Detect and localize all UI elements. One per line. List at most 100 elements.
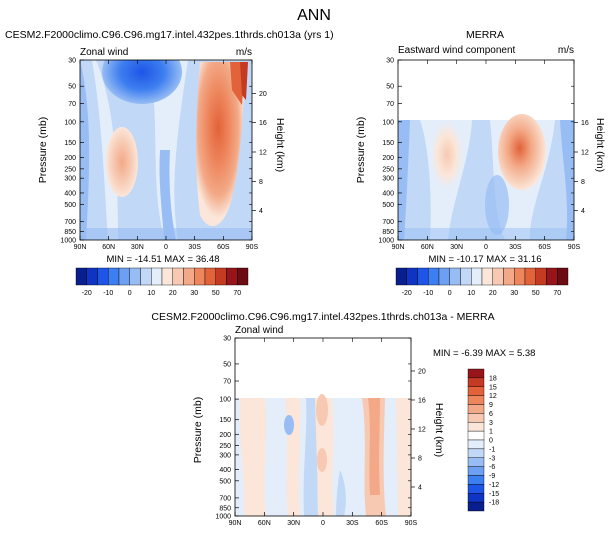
- colorbar-swatch: [492, 267, 504, 286]
- y-tick-label: 200: [219, 432, 231, 439]
- y-tick-label: 850: [64, 229, 76, 236]
- colorbar-swatch: [86, 267, 98, 286]
- y-tick-label: 200: [382, 155, 394, 162]
- colorbar-swatch: [467, 386, 485, 396]
- y-tick-label: 250: [219, 443, 231, 450]
- y-right-tick-label: 4: [418, 484, 422, 491]
- panel-model-ylabel: Pressure (mb): [37, 117, 49, 184]
- x-tick-label: 30N: [131, 244, 144, 251]
- panel-diff-ylabel: Pressure (mb): [192, 397, 204, 464]
- x-tick-label: 30S: [509, 244, 522, 251]
- y-tick-label: 150: [219, 417, 231, 424]
- panel-model-title: CESM2.F2000climo.C96.C96.mg17.intel.432p…: [5, 29, 334, 41]
- x-tick-label: 30N: [450, 244, 463, 251]
- colorbar-swatch: [467, 413, 485, 423]
- panel-model-field: [80, 60, 252, 240]
- y-tick-label: 150: [382, 140, 394, 147]
- page-title: ANN: [297, 7, 331, 24]
- colorbar-swatch: [467, 404, 485, 414]
- colorbar-label: -10: [423, 290, 433, 297]
- colorbar-label: 70: [553, 290, 561, 297]
- x-tick-label: 90N: [74, 244, 87, 251]
- y-right-tick-label: 8: [259, 179, 263, 186]
- panel-obs-units: m/s: [558, 45, 574, 56]
- colorbar-label: -12: [489, 482, 499, 489]
- x-tick-label: 30N: [287, 520, 300, 527]
- panel-obs-y-right-axis: 16 12 8 4: [574, 120, 589, 215]
- colorbar-label: 20: [489, 290, 497, 297]
- colorbar-swatch: [151, 267, 163, 286]
- colorbar-label: -10: [103, 290, 113, 297]
- panel-obs-y-axis: 30 50 70 100 150 200 250 300 400 500 700 850 1000: [378, 58, 574, 245]
- x-tick-label: 60N: [102, 244, 115, 251]
- y-tick-label: 500: [219, 478, 231, 485]
- colorbar-label: 1: [489, 429, 493, 436]
- y-tick-label: 400: [64, 190, 76, 197]
- colorbar-label: -3: [489, 455, 495, 462]
- colorbar-model: -20 -10 0 10 20 30 50 70: [75, 267, 249, 297]
- y-tick-label: 300: [219, 452, 231, 459]
- panel-model-ylabel-right: Height (km): [274, 118, 286, 172]
- x-tick-label: 0: [321, 520, 325, 527]
- colorbar-swatch: [417, 267, 429, 286]
- y-tick-label: 70: [223, 379, 231, 386]
- y-tick-label: 70: [386, 101, 394, 108]
- colorbar-label: 70: [233, 290, 241, 297]
- x-tick-label: 30S: [346, 520, 359, 527]
- panel-obs: MERRA Eastward wind component m/s 30 50 70…: [355, 29, 606, 297]
- panel-obs-subtitle-left: Eastward wind component: [398, 45, 516, 56]
- colorbar-label: 12: [489, 393, 497, 400]
- colorbar-swatch: [215, 267, 227, 286]
- y-tick-label: 400: [219, 467, 231, 474]
- colorbar-label: 9: [489, 402, 493, 409]
- colorbar-swatch: [467, 501, 485, 512]
- x-tick-label: 90S: [568, 244, 581, 251]
- colorbar-swatch: [467, 475, 485, 485]
- colorbar-swatch: [467, 430, 485, 441]
- colorbar-label: 0: [489, 438, 493, 445]
- panel-diff-field: [235, 338, 411, 516]
- colorbar-swatch: [467, 466, 485, 476]
- y-tick-label: 300: [64, 176, 76, 183]
- y-right-tick-label: 16: [259, 120, 267, 127]
- y-tick-label: 850: [382, 229, 394, 236]
- panel-model-units: m/s: [236, 47, 252, 58]
- panel-obs-x-axis: 90N 60N 30N 0 30S 60S 90S: [392, 60, 581, 251]
- y-tick-label: 700: [64, 219, 76, 226]
- colorbar-swatch: [161, 267, 173, 286]
- panel-obs-field: [398, 60, 574, 240]
- panel-model-y-right-axis: 20 16 12 8 4: [252, 91, 267, 215]
- colorbar-swatch: [524, 267, 536, 286]
- colorbar-label: 50: [532, 290, 540, 297]
- y-right-tick-label: 12: [418, 426, 426, 433]
- colorbar-label: 50: [212, 290, 220, 297]
- x-tick-label: 0: [484, 244, 488, 251]
- colorbar-swatch: [226, 267, 238, 286]
- colorbar-label: -18: [489, 500, 499, 507]
- x-tick-label: 90S: [405, 520, 418, 527]
- colorbar-label: 30: [510, 290, 518, 297]
- colorbar-swatch: [467, 493, 485, 503]
- y-right-tick-label: 8: [418, 455, 422, 462]
- x-tick-label: 90S: [246, 244, 259, 251]
- colorbar-swatch: [467, 377, 485, 387]
- colorbar-label: 20: [169, 290, 177, 297]
- colorbar-swatch: [467, 457, 485, 467]
- colorbar-label: 10: [147, 290, 155, 297]
- y-tick-label: 1000: [60, 238, 76, 245]
- colorbar-swatch: [535, 267, 547, 286]
- colorbar-label: -1: [489, 446, 495, 453]
- x-tick-label: 90N: [392, 244, 405, 251]
- colorbar-swatch: [204, 267, 216, 286]
- y-tick-label: 70: [68, 101, 76, 108]
- y-tick-label: 50: [68, 84, 76, 91]
- y-tick-label: 500: [64, 202, 76, 209]
- y-tick-label: 400: [382, 190, 394, 197]
- colorbar-swatch: [467, 395, 485, 405]
- y-tick-label: 250: [64, 166, 76, 173]
- colorbar-swatch: [75, 267, 87, 286]
- panel-diff: CESM2.F2000climo.C96.C96.mg17.intel.432p…: [151, 311, 535, 527]
- colorbar-label: -20: [402, 290, 412, 297]
- panel-model-stats: MIN = -14.51 MAX = 36.48: [106, 254, 219, 265]
- y-right-tick-label: 12: [259, 150, 267, 157]
